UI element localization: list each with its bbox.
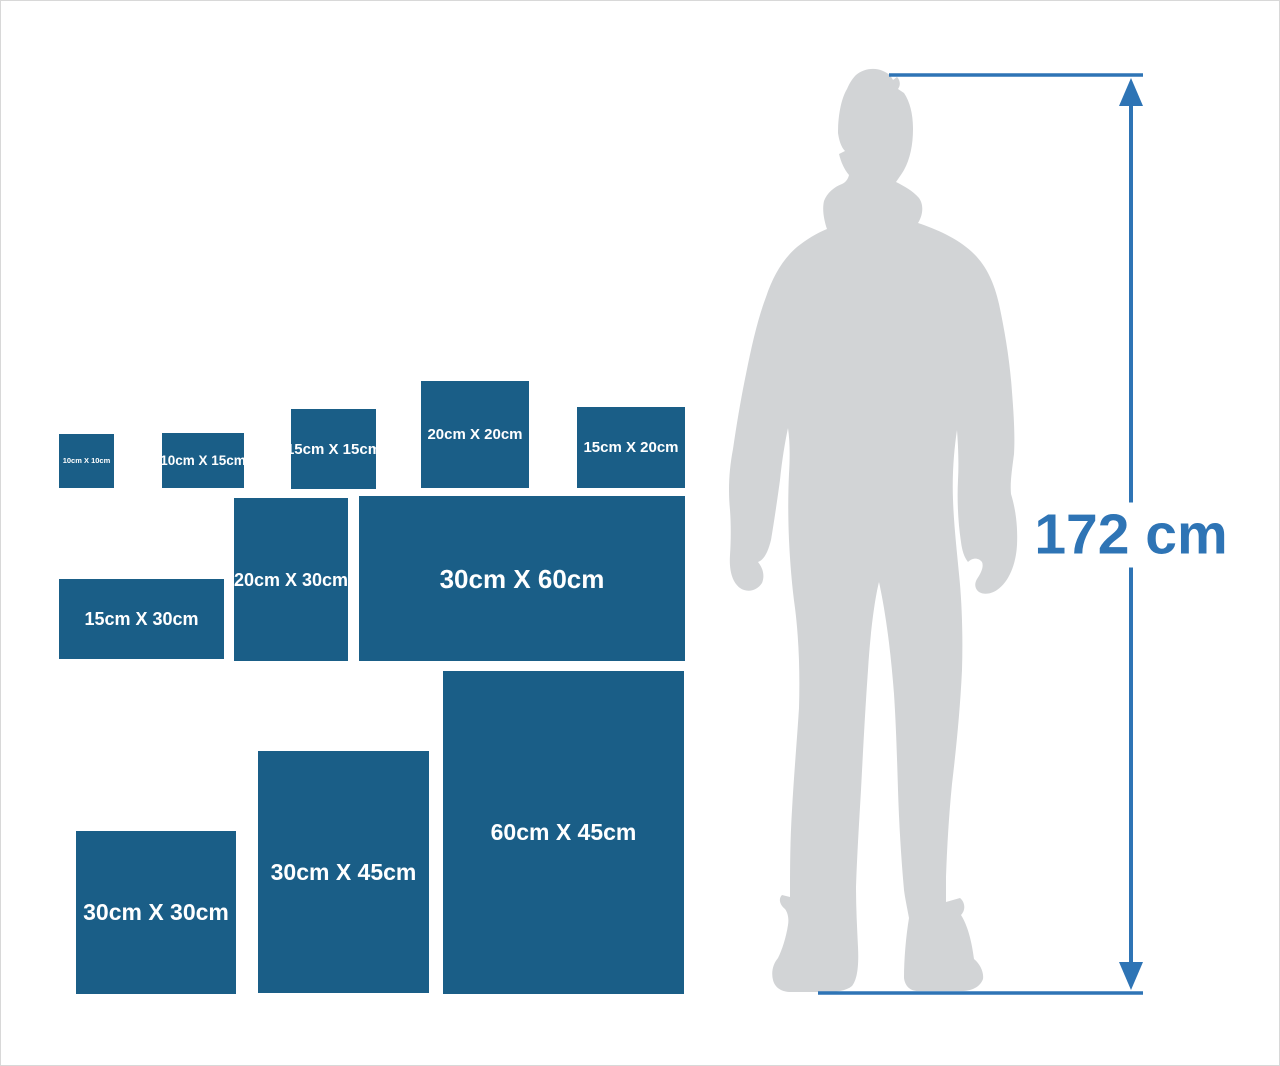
arrow-down-icon — [1119, 962, 1143, 990]
size-box-label: 20cm X 30cm — [233, 569, 349, 590]
size-box-20cm-x-20cm: 20cm X 20cm — [421, 381, 529, 488]
size-box-15cm-x-30cm: 15cm X 30cm — [59, 579, 224, 659]
person-silhouette — [729, 68, 1018, 993]
size-box-15cm-x-15cm: 15cm X 15cm — [286, 409, 381, 489]
size-box-60cm-x-45cm: 60cm X 45cm — [443, 671, 684, 994]
size-box-label: 15cm X 15cm — [285, 440, 382, 458]
size-box-label: 30cm X 45cm — [270, 858, 417, 885]
size-box-label: 20cm X 20cm — [427, 426, 523, 443]
size-box-label: 10cm X 10cm — [62, 456, 111, 466]
size-box-15cm-x-20cm: 15cm X 20cm — [577, 407, 685, 488]
size-box-label: 15cm X 20cm — [583, 439, 679, 456]
height-label: 172 cm — [1024, 502, 1238, 568]
size-box-label: 30cm X 30cm — [83, 899, 229, 925]
size-box-label: 60cm X 45cm — [490, 819, 637, 845]
size-box-label: 15cm X 30cm — [84, 609, 199, 629]
size-box-10cm-x-10cm: 10cm X 10cm — [59, 434, 114, 488]
size-box-10cm-x-15cm: 10cm X 15cm — [160, 433, 246, 488]
size-box-20cm-x-30cm: 20cm X 30cm — [234, 498, 348, 661]
size-box-30cm-x-30cm: 30cm X 30cm — [76, 831, 236, 994]
size-box-30cm-x-60cm: 30cm X 60cm — [359, 496, 685, 661]
arrow-up-icon — [1119, 78, 1143, 106]
size-box-label: 30cm X 60cm — [439, 563, 605, 594]
size-box-label: 10cm X 15cm — [160, 452, 246, 468]
size-box-30cm-x-45cm: 30cm X 45cm — [258, 751, 429, 993]
